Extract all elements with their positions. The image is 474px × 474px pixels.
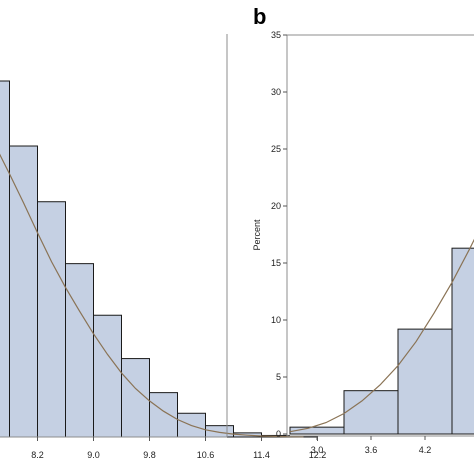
panel-a-x-tick-label: 9.0	[87, 450, 100, 460]
panel-b-x-tick-label: 3.6	[365, 445, 378, 455]
panel-b-plot-frame	[286, 34, 474, 437]
panel-a-bar-4	[65, 263, 94, 438]
panel-a-x-axis: 8.2 9.0 9.8 10.6 11.4 12.2	[31, 437, 326, 460]
panel-a-histogram: 8.2 9.0 9.8 10.6 11.4 12.2	[0, 34, 326, 460]
panel-b-y-tick-label: 0	[276, 429, 281, 439]
panel-a-bar-2	[9, 145, 38, 438]
panel-a-bars	[0, 80, 318, 438]
panel-b-x-tick-label: 3.0	[311, 445, 324, 455]
panel-a-x-tick-label: 11.4	[253, 450, 270, 460]
panel-b-y-axis-label: Percent	[252, 219, 262, 251]
panel-b-y-tick-label: 30	[271, 87, 281, 97]
panel-b-y-tick-label: 10	[271, 315, 281, 325]
panel-b-x-axis: 3.0 3.6 4.2	[311, 436, 432, 455]
panel-a-x-tick-label: 8.2	[31, 450, 44, 460]
panel-a-x-tick-label: 10.6	[197, 450, 215, 460]
panel-b-bars	[289, 247, 474, 435]
panel-a-bar-7	[149, 392, 178, 438]
panel-b-histogram: 0 5 10 15 20 25 30 35 Percent 3.0 3.6 4.2	[252, 30, 474, 455]
panel-a-bar-5	[93, 314, 122, 438]
panel-b-y-tick-label: 35	[271, 30, 281, 40]
panel-a-x-tick-label: 12.2	[309, 450, 327, 460]
panel-a-x-tick-label: 9.8	[143, 450, 156, 460]
panel-b-x-tick-label: 4.2	[419, 445, 432, 455]
panel-b-bar-2	[343, 390, 399, 435]
panel-b-y-tick-label: 25	[271, 144, 281, 154]
panel-b-bar-3	[397, 328, 453, 435]
panel-b-y-tick-label: 20	[271, 201, 281, 211]
panel-b-y-tick-label: 15	[271, 258, 281, 268]
panel-b-y-tick-label: 5	[276, 372, 281, 382]
panel-b-y-axis: 0 5 10 15 20 25 30 35	[271, 30, 287, 439]
panel-a-bar-9	[205, 425, 234, 438]
panel-a-density-curve	[0, 153, 304, 438]
panel-a-bar-6	[121, 358, 150, 438]
panel-b-bar-4	[451, 247, 474, 435]
panel-a-bar-1	[0, 80, 10, 438]
panel-a-bar-3	[37, 201, 66, 438]
panel-b-density-curve	[289, 238, 474, 433]
panel-b-letter: b	[253, 4, 266, 29]
